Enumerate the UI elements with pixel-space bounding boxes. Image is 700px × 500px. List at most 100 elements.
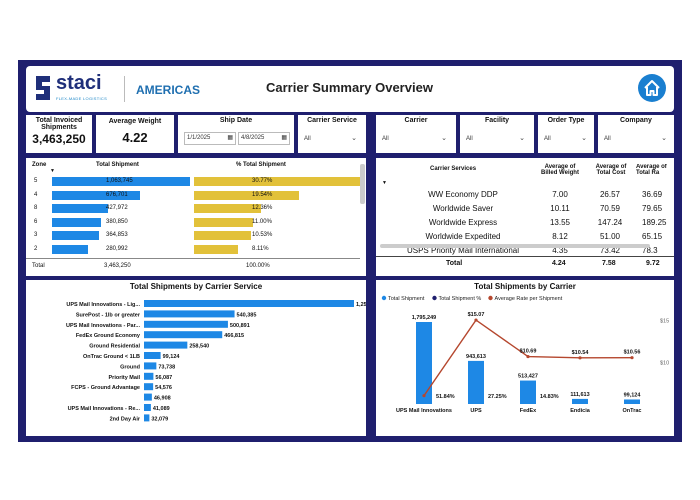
table-row[interactable]: 4 676,701 19.54% — [26, 190, 360, 202]
services-header: Carrier Services ▼ Average of Billed Wei… — [376, 158, 674, 186]
carrier-service-dropdown[interactable]: All ⌄ — [302, 133, 360, 145]
rate-point[interactable] — [526, 354, 530, 359]
shipment-bar — [52, 190, 140, 200]
bar[interactable] — [144, 362, 157, 370]
table-row[interactable]: USPS Priority Mail International 4.35 73.4… — [376, 244, 674, 256]
category-label: FedEx Ground Economy — [76, 333, 141, 339]
legend-label[interactable]: Total Shipment — [388, 296, 425, 302]
order-type-dropdown[interactable]: All ⌄ — [542, 133, 590, 145]
category-label: Ground Residential — [89, 344, 140, 350]
bar[interactable] — [520, 380, 536, 404]
bar[interactable] — [144, 310, 235, 318]
services-rows: WW Economy DDP 7.00 26.57 36.69 Worldwide Sa… — [376, 188, 674, 256]
category-label: OnTrac Ground < 1LB — [83, 354, 140, 360]
data-label: 513,427 — [518, 374, 538, 380]
bar[interactable] — [144, 404, 151, 411]
services-scrollbar[interactable] — [380, 244, 650, 248]
col-total-shipment[interactable]: Total Shipment — [96, 162, 139, 168]
bar[interactable] — [144, 300, 354, 307]
chevron-down-icon: ⌄ — [351, 135, 357, 142]
table-row[interactable]: Worldwide Saver 10.11 70.59 79.65 — [376, 202, 674, 216]
kpi-weight-value: 4.22 — [122, 130, 148, 145]
bar[interactable] — [468, 360, 484, 404]
bar[interactable] — [144, 352, 161, 359]
zone-scrollbar[interactable] — [360, 164, 365, 204]
table-row[interactable]: WW Economy DDP 7.00 26.57 36.69 — [376, 188, 674, 202]
category-label: Endicia — [570, 408, 591, 414]
bar[interactable] — [144, 320, 228, 328]
bar[interactable] — [144, 414, 150, 422]
table-row[interactable]: 5 1,063,745 30.77% — [26, 176, 360, 188]
col-total-cost[interactable]: Average of Total Cost — [595, 164, 627, 176]
legend-label[interactable]: Average Rate per Shipment — [495, 296, 563, 302]
bar[interactable] — [144, 383, 154, 391]
y2-tick-label: $15 — [660, 319, 669, 325]
zone-cell: 6 — [34, 218, 38, 225]
table-row[interactable]: Worldwide Express 13.55 147.24 189.25 — [376, 216, 674, 230]
col-carrier-services[interactable]: Carrier Services — [430, 166, 477, 172]
page-title: Carrier Summary Overview — [266, 80, 433, 95]
table-row[interactable]: 6 380,850 11.00% — [26, 217, 360, 229]
category-label: UPS Mail Innovations - Re... — [68, 406, 141, 412]
col-pct-shipment[interactable]: % Total Shipment — [236, 162, 286, 168]
rate-label: $10.69 — [520, 349, 537, 355]
shipment-value: 380,850 — [106, 218, 128, 225]
service-cell: Worldwide Saver — [432, 204, 494, 213]
bar[interactable] — [624, 399, 640, 404]
service-cell: WW Economy DDP — [428, 190, 498, 199]
cost-cell: 147.24 — [597, 218, 623, 227]
company-dropdown[interactable]: All ⌄ — [602, 133, 670, 145]
data-label: 258,540 — [189, 344, 209, 350]
col-billed-weight[interactable]: Average of Billed Weight — [541, 164, 579, 176]
table-row[interactable]: 2 280,992 8.11% — [26, 244, 360, 256]
zone-cell: 5 — [34, 178, 38, 184]
zone-cell: 2 — [34, 245, 38, 252]
data-label: 32,079 — [151, 416, 168, 422]
calendar-icon: ▦ — [227, 135, 233, 141]
table-row[interactable]: Worldwide Expedited 8.12 51.00 65.15 — [376, 230, 674, 244]
pct-value: 8.11% — [252, 245, 269, 252]
pct-bar — [194, 217, 254, 227]
bar[interactable] — [572, 398, 588, 404]
carrier-dropdown[interactable]: All ⌄ — [380, 133, 450, 145]
rate-point[interactable] — [474, 318, 478, 322]
table-row[interactable]: 8 427,972 12.36% — [26, 203, 360, 215]
bar[interactable] — [144, 341, 188, 349]
col-zone[interactable]: Zone — [32, 162, 47, 168]
chart-title: Total Shipments by Carrier — [474, 282, 576, 291]
home-button[interactable] — [638, 74, 666, 102]
category-label: FedEx — [520, 408, 537, 414]
rate-point[interactable] — [422, 394, 426, 398]
pct-value: 12.36% — [252, 205, 273, 211]
rate-cell: 78.3 — [642, 246, 658, 255]
rate-point[interactable] — [630, 356, 634, 360]
facility-dropdown[interactable]: All ⌄ — [464, 133, 528, 145]
rate-cell: 189.25 — [642, 218, 667, 227]
bar[interactable] — [416, 322, 432, 404]
legend-label[interactable]: Total Shipment % — [439, 296, 482, 302]
rate-point[interactable] — [578, 356, 582, 360]
carrier-service-label: Carrier Service — [307, 117, 357, 124]
category-label: UPS Mail Innovations - Lig... — [66, 302, 140, 308]
bar[interactable] — [144, 331, 223, 339]
ship-date-filter: Ship Date 1/1/2025 ▦ 4/8/2025 ▦ — [178, 115, 294, 153]
bar[interactable] — [144, 372, 154, 380]
table-row[interactable]: 3 364,853 10.53% — [26, 230, 360, 242]
category-label: OnTrac — [623, 408, 642, 414]
pct-value: 30.77% — [252, 178, 273, 184]
col-total-rate[interactable]: Average of Total Ra — [636, 164, 667, 176]
data-label: 99,124 — [163, 354, 181, 360]
logo-tagline: FLEX-MADE LOGISTICS — [56, 96, 108, 101]
category-label: UPS Mail Innovations — [396, 408, 452, 414]
zone-cell: 4 — [34, 191, 38, 198]
shipment-bar — [52, 217, 102, 227]
services-table-panel: Carrier Services ▼ Average of Billed Wei… — [376, 158, 674, 276]
date-to-input[interactable]: 4/8/2025 ▦ — [238, 132, 290, 145]
pct-label: 51.84% — [436, 394, 455, 400]
date-from-input[interactable]: 1/1/2025 ▦ — [184, 132, 236, 145]
services-total-row: Total 4.24 7.58 9.72 — [376, 256, 674, 271]
data-label: 41,089 — [153, 406, 170, 412]
shipment-bar — [52, 244, 89, 254]
cost-cell: 51.00 — [599, 232, 621, 241]
bar[interactable] — [144, 393, 152, 401]
